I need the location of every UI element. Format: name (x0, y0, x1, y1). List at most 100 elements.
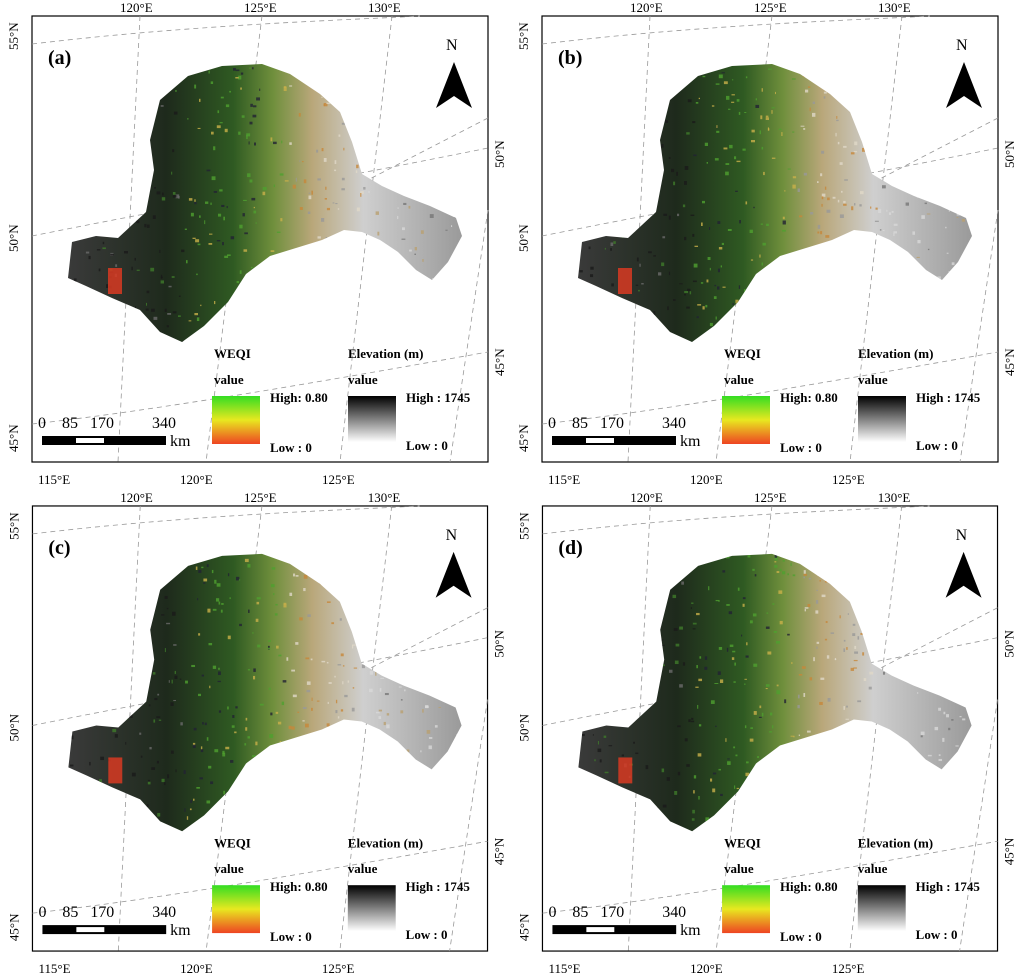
lon-label-top: 125°E (244, 490, 277, 505)
elevation-high-label: High : 1745 (916, 879, 981, 894)
study-region (68, 64, 462, 342)
lat-label-right: 50°N (1002, 140, 1017, 168)
elevation-color-ramp (857, 885, 906, 932)
north-arrow-icon (435, 551, 472, 598)
lon-label-top: 125°E (754, 490, 787, 505)
panel-label: (b) (558, 47, 582, 69)
elevation-high-label: High : 1745 (916, 390, 981, 405)
elevation-legend-title: Elevation (m) (348, 835, 423, 850)
elevation-color-ramp (858, 396, 906, 442)
panel-label: (d) (558, 537, 582, 559)
weqi-high-label: High: 0.80 (270, 390, 328, 405)
lon-label-bottom: 125°E (322, 961, 355, 976)
weqi-high-label: High: 0.80 (780, 390, 838, 405)
lat-label-left: 45°N (6, 424, 21, 452)
lon-label-top: 130°E (368, 0, 401, 15)
scale-tick-label: 340 (662, 904, 686, 921)
lon-label-bottom: 120°E (690, 961, 723, 976)
scale-tick-label: 85 (62, 904, 78, 921)
scale-unit-label: km (170, 922, 191, 939)
panel-label: (c) (48, 537, 70, 559)
scale-tick-label: 170 (600, 904, 624, 921)
weqi-color-ramp (722, 396, 770, 444)
lat-label-left: 55°N (6, 512, 21, 540)
lon-label-bottom: 125°E (832, 961, 865, 976)
weqi-legend-subtitle: value (724, 372, 754, 387)
lat-label-left: 45°N (6, 913, 21, 941)
lat-label-left: 55°N (6, 22, 21, 50)
weqi-legend-subtitle: value (214, 372, 244, 387)
elevation-legend-subtitle: value (858, 861, 888, 876)
map-panel-b: (b) N 120°E 125°E 130°E 115°E 120°E 125°E 55°N 50… (508, 0, 1024, 488)
lat-label-left: 50°N (6, 713, 21, 741)
weqi-low-label: Low : 0 (780, 440, 822, 455)
lon-label-bottom: 115°E (548, 961, 580, 976)
lat-label-right: 50°N (491, 630, 506, 658)
scale-tick-label: 0 (38, 415, 46, 432)
elevation-legend-title: Elevation (m) (348, 346, 423, 361)
scale-tick-label: 0 (38, 904, 46, 921)
map-panel-a: (a) N 120°E 125°E 130°E 115°E 120°E 125°E 55°N 50… (0, 0, 512, 488)
lon-label-top: 130°E (878, 490, 911, 505)
weqi-low-label: Low : 0 (270, 929, 312, 944)
weqi-color-ramp (212, 396, 260, 444)
lon-label-top: 125°E (244, 0, 277, 15)
lat-label-right: 50°N (492, 140, 507, 168)
scale-unit-label: km (170, 433, 191, 450)
weqi-low-label: Low : 0 (270, 440, 312, 455)
elevation-low-label: Low : 0 (406, 438, 448, 453)
elevation-color-ramp (347, 885, 396, 932)
weqi-legend-title: WEQI (724, 346, 761, 361)
study-region (578, 553, 972, 832)
lon-label-bottom: 120°E (180, 961, 213, 976)
weqi-color-ramp (722, 885, 770, 934)
weqi-color-ramp (212, 885, 260, 934)
lon-label-top: 120°E (630, 0, 663, 15)
north-label: N (956, 527, 968, 544)
north-arrow-icon (945, 551, 982, 598)
scale-tick-label: 340 (152, 415, 176, 432)
weqi-low-label: Low : 0 (780, 929, 822, 944)
elevation-low-label: Low : 0 (916, 927, 958, 942)
weqi-high-label: High: 0.80 (270, 879, 328, 894)
lat-label-right: 50°N (1001, 630, 1016, 658)
weqi-high-label: High: 0.80 (780, 879, 838, 894)
weqi-legend-title: WEQI (214, 346, 251, 361)
north-arrow-icon (946, 62, 982, 108)
elevation-high-label: High : 1745 (406, 879, 471, 894)
lon-label-top: 130°E (368, 490, 401, 505)
lat-label-right: 45°N (491, 837, 506, 865)
lat-label-left: 50°N (6, 224, 21, 252)
elevation-legend-title: Elevation (m) (858, 346, 933, 361)
north-arrow-icon (436, 62, 472, 108)
lon-label-bottom: 115°E (548, 472, 580, 487)
elevation-low-label: Low : 0 (406, 927, 448, 942)
north-label: N (956, 37, 968, 54)
lon-label-bottom: 120°E (690, 472, 723, 487)
scale-tick-label: 170 (90, 415, 114, 432)
elevation-low-label: Low : 0 (916, 438, 958, 453)
map-panel-d: (d) N 120°E 125°E 130°E 115°E 120°E 125°E 55°N 50… (508, 490, 1024, 977)
scale-tick-label: 340 (662, 415, 686, 432)
north-label: N (446, 527, 458, 544)
lat-label-left: 50°N (516, 224, 531, 252)
lon-label-bottom: 115°E (38, 961, 70, 976)
scale-tick-label: 85 (572, 415, 588, 432)
lat-label-left: 45°N (516, 913, 531, 941)
weqi-legend-subtitle: value (214, 861, 244, 876)
scale-unit-label: km (680, 433, 701, 450)
elevation-high-label: High : 1745 (406, 390, 471, 405)
lon-label-bottom: 120°E (180, 472, 213, 487)
lat-label-left: 45°N (516, 424, 531, 452)
elevation-color-ramp (348, 396, 396, 442)
study-region (578, 64, 972, 342)
lat-label-left: 55°N (516, 22, 531, 50)
lon-label-top: 120°E (120, 490, 153, 505)
scale-tick-label: 0 (548, 904, 556, 921)
elevation-legend-subtitle: value (348, 372, 378, 387)
scale-tick-label: 85 (572, 904, 588, 921)
lon-label-bottom: 125°E (322, 472, 355, 487)
